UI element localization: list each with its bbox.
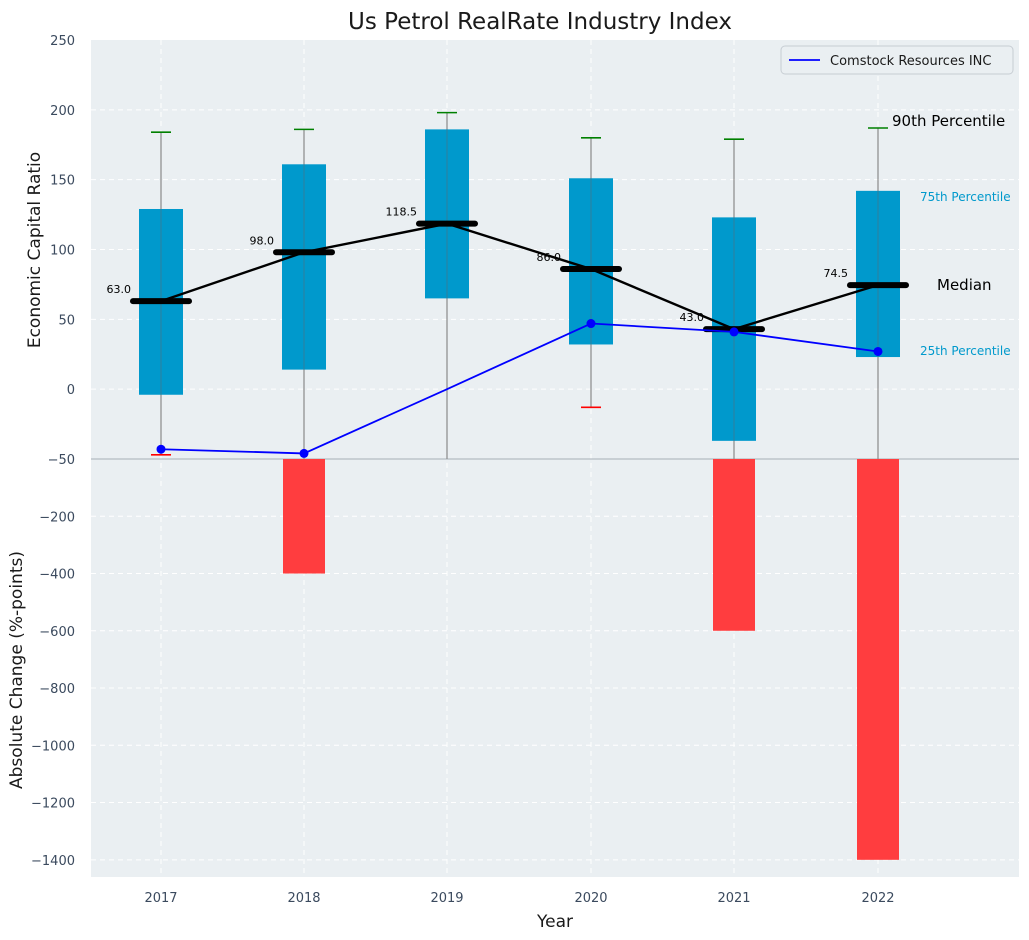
median-value-label: 118.5 — [386, 206, 418, 219]
company-point-2020 — [586, 319, 596, 329]
x-axis-label: Year — [536, 912, 573, 932]
bottom-y-tick-label: −400 — [39, 568, 75, 583]
legend-label: Comstock Resources INC — [830, 54, 991, 69]
x-tick-label: 2019 — [430, 891, 463, 906]
top-y-tick-label: 0 — [67, 383, 75, 398]
median-value-label: 98.0 — [250, 234, 275, 247]
company-series — [156, 319, 883, 458]
change-bar-2021 — [713, 459, 755, 631]
annotation-90th-percentile: 90th Percentile — [892, 112, 1005, 130]
legend-box — [780, 45, 1014, 75]
median-value-label: 74.5 — [824, 267, 849, 280]
company-point-2018 — [299, 448, 309, 458]
top-y-tick-label: −50 — [48, 453, 75, 468]
top-y-axis-label: Economic Capital Ratio — [25, 152, 45, 348]
top-y-tick-label: 150 — [50, 174, 75, 189]
company-point-2022 — [873, 346, 883, 356]
median-value-label: 43.0 — [680, 311, 705, 324]
top-y-tick-label: 200 — [50, 104, 75, 119]
change-bar-2022 — [857, 459, 899, 860]
x-tick-label: 2021 — [717, 891, 750, 906]
company-point-2017 — [156, 444, 166, 454]
company-point-2021 — [729, 327, 739, 337]
bottom-y-ticks: −200 −400 −600 −800 −1000 −1200 −1400 — [31, 510, 75, 869]
company-line — [160, 322, 879, 455]
top-y-ticks: 250 200 150 100 50 0 −50 — [48, 34, 75, 468]
top-y-tick-label: 250 — [50, 34, 75, 49]
chart-title: Us Petrol RealRate Industry Index — [348, 9, 732, 35]
bottom-y-tick-label: −1400 — [31, 854, 75, 869]
change-bars — [283, 459, 899, 860]
percentile-annotations: 90th Percentile 75th Percentile Median 2… — [892, 112, 1011, 358]
legend: Comstock Resources INC — [780, 45, 1014, 75]
median-line — [160, 222, 879, 331]
top-y-tick-label: 50 — [58, 313, 75, 328]
annotation-25th-percentile: 25th Percentile — [920, 344, 1011, 358]
median-value-label: 63.0 — [107, 283, 132, 296]
median-value-label: 86.0 — [537, 251, 562, 264]
bottom-y-tick-label: −1200 — [31, 797, 75, 812]
bottom-y-tick-label: −1000 — [31, 739, 75, 754]
x-tick-label: 2022 — [861, 891, 894, 906]
annotation-75th-percentile: 75th Percentile — [920, 190, 1011, 204]
x-tick-label: 2020 — [574, 891, 607, 906]
x-tick-label: 2017 — [144, 891, 177, 906]
top-y-tick-label: 100 — [50, 244, 75, 259]
annotation-median: Median — [937, 276, 992, 294]
bottom-y-tick-label: −800 — [39, 682, 75, 697]
bottom-y-tick-label: −200 — [39, 510, 75, 525]
bottom-y-axis-label: Absolute Change (%-points) — [7, 551, 27, 789]
change-bar-2018 — [283, 459, 325, 574]
bottom-y-tick-label: −600 — [39, 625, 75, 640]
x-ticks: 2017 2018 2019 2020 2021 2022 — [144, 891, 894, 906]
x-tick-label: 2018 — [287, 891, 320, 906]
